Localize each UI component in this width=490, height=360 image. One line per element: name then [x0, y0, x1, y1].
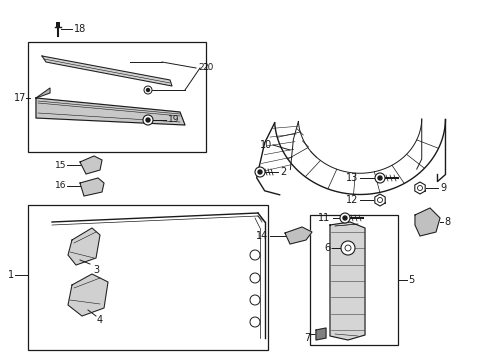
Polygon shape — [68, 228, 100, 265]
Text: 16: 16 — [54, 181, 66, 190]
Text: 11: 11 — [318, 213, 330, 223]
Text: 1: 1 — [8, 270, 14, 280]
Polygon shape — [285, 227, 312, 244]
Text: 15: 15 — [54, 161, 66, 170]
Polygon shape — [80, 178, 104, 196]
Text: 21: 21 — [198, 63, 209, 72]
Text: 2: 2 — [280, 167, 286, 177]
Circle shape — [258, 170, 262, 174]
Circle shape — [340, 213, 350, 223]
Text: 9: 9 — [440, 183, 446, 193]
Text: 19: 19 — [168, 116, 179, 125]
Circle shape — [375, 173, 385, 183]
Circle shape — [250, 317, 260, 327]
Polygon shape — [316, 328, 326, 340]
Circle shape — [250, 250, 260, 260]
Bar — [28, 205, 268, 350]
Circle shape — [147, 89, 149, 91]
Circle shape — [144, 86, 152, 94]
Text: 5: 5 — [408, 275, 414, 285]
Text: 20: 20 — [202, 63, 213, 72]
Text: 4: 4 — [97, 315, 103, 325]
Circle shape — [250, 295, 260, 305]
Polygon shape — [415, 182, 425, 194]
Bar — [310, 215, 398, 345]
Polygon shape — [42, 56, 172, 86]
Text: 12: 12 — [345, 195, 358, 205]
Text: 13: 13 — [346, 173, 358, 183]
Polygon shape — [36, 98, 185, 125]
Circle shape — [255, 167, 265, 177]
Circle shape — [343, 216, 347, 220]
Polygon shape — [415, 208, 440, 236]
Text: 14: 14 — [256, 231, 268, 241]
Text: 17: 17 — [14, 93, 26, 103]
Text: 8: 8 — [444, 217, 450, 227]
Text: 7: 7 — [304, 333, 310, 343]
Circle shape — [345, 245, 351, 251]
Polygon shape — [80, 156, 102, 174]
Circle shape — [341, 241, 355, 255]
Circle shape — [143, 115, 153, 125]
Text: 3: 3 — [93, 265, 99, 275]
Bar — [56, 22, 60, 27]
Text: 10: 10 — [260, 140, 272, 150]
Text: 18: 18 — [74, 24, 86, 34]
Circle shape — [378, 176, 382, 180]
Circle shape — [250, 273, 260, 283]
Polygon shape — [330, 222, 365, 340]
Polygon shape — [36, 88, 50, 98]
Polygon shape — [375, 194, 385, 206]
Bar — [28, 42, 206, 152]
Text: 6: 6 — [324, 243, 330, 253]
Polygon shape — [68, 274, 108, 316]
Circle shape — [146, 118, 150, 122]
